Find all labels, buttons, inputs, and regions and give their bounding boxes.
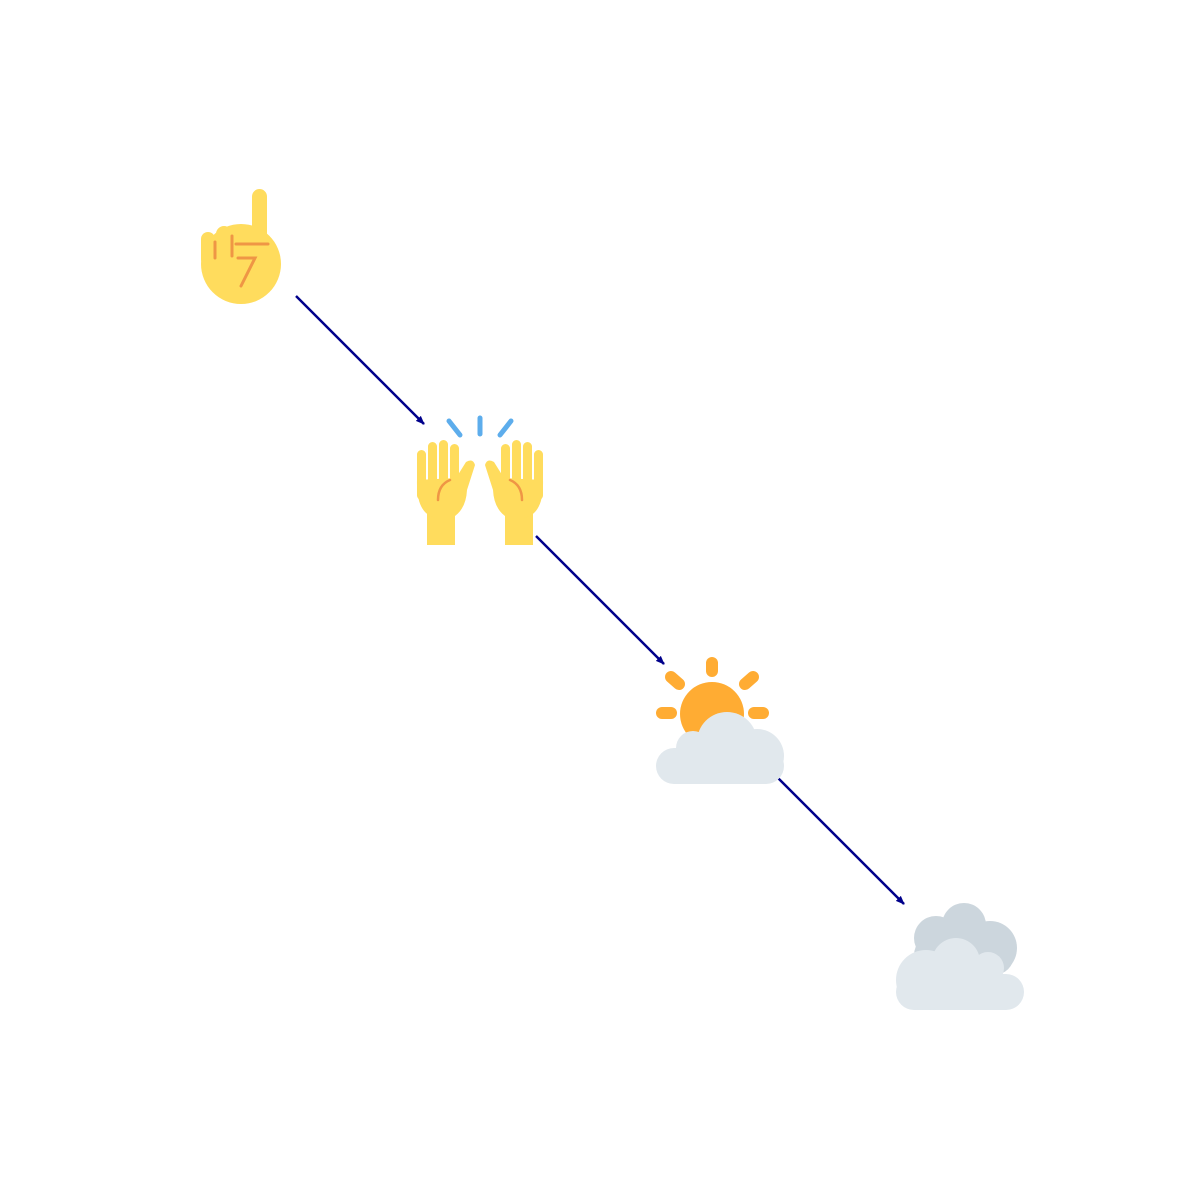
- cloud-front: [656, 712, 784, 784]
- left-hand: [416, 440, 475, 545]
- cloud-front: [896, 938, 1024, 1010]
- sun-rays: [656, 657, 769, 719]
- arrow-hands-to-sun-cloud: [535, 535, 665, 665]
- right-hand: [485, 440, 544, 545]
- sparkle-lines: [446, 415, 514, 438]
- edges: [295, 295, 905, 905]
- index-pointing-up-icon: [201, 189, 281, 304]
- cloud-icon: [896, 903, 1024, 1010]
- arrow-sun-cloud-to-cloud: [775, 775, 905, 905]
- arrow-index-to-hands: [295, 295, 425, 425]
- raising-hands-icon: [416, 415, 544, 545]
- sun-behind-cloud-icon: [656, 657, 784, 784]
